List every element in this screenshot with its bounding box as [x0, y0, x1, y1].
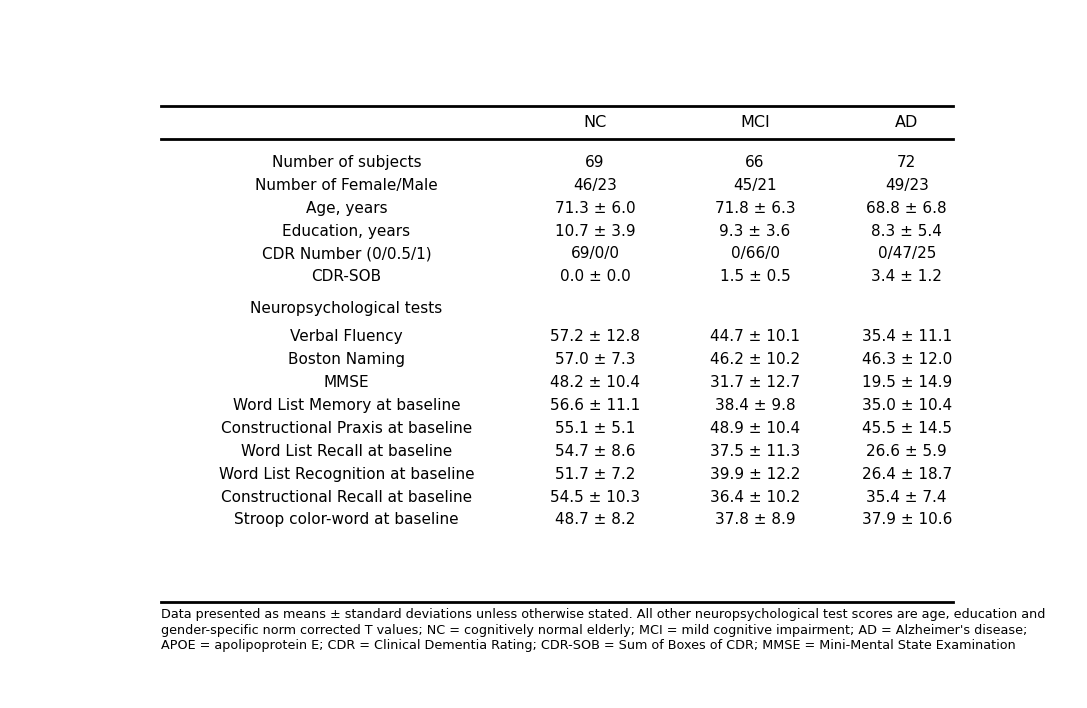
Text: 66: 66 [746, 155, 765, 170]
Text: 48.9 ± 10.4: 48.9 ± 10.4 [710, 421, 800, 436]
Text: 48.2 ± 10.4: 48.2 ± 10.4 [550, 375, 640, 390]
Text: 45/21: 45/21 [734, 178, 777, 193]
Text: 19.5 ± 14.9: 19.5 ± 14.9 [862, 375, 952, 390]
Text: 51.7 ± 7.2: 51.7 ± 7.2 [554, 467, 635, 481]
Text: 35.0 ± 10.4: 35.0 ± 10.4 [862, 398, 952, 413]
Text: Word List Recall at baseline: Word List Recall at baseline [241, 444, 452, 459]
Text: 69/0/0: 69/0/0 [571, 246, 620, 261]
Text: AD: AD [895, 115, 919, 130]
Text: 45.5 ± 14.5: 45.5 ± 14.5 [862, 421, 952, 436]
Text: CDR-SOB: CDR-SOB [311, 269, 382, 285]
Text: 48.7 ± 8.2: 48.7 ± 8.2 [554, 513, 635, 527]
Text: 68.8 ± 6.8: 68.8 ± 6.8 [866, 200, 947, 216]
Text: 8.3 ± 5.4: 8.3 ± 5.4 [872, 224, 942, 239]
Text: MMSE: MMSE [324, 375, 370, 390]
Text: 54.7 ± 8.6: 54.7 ± 8.6 [554, 444, 635, 459]
Text: CDR Number (0/0.5/1): CDR Number (0/0.5/1) [262, 246, 432, 261]
Text: 26.6 ± 5.9: 26.6 ± 5.9 [866, 444, 947, 459]
Text: 35.4 ± 7.4: 35.4 ± 7.4 [866, 490, 947, 505]
Text: 57.2 ± 12.8: 57.2 ± 12.8 [550, 329, 640, 344]
Text: 0.0 ± 0.0: 0.0 ± 0.0 [560, 269, 630, 285]
Text: Verbal Fluency: Verbal Fluency [290, 329, 403, 344]
Text: 69: 69 [585, 155, 604, 170]
Text: 26.4 ± 18.7: 26.4 ± 18.7 [862, 467, 952, 481]
Text: NC: NC [584, 115, 607, 130]
Text: 72: 72 [897, 155, 916, 170]
Text: MCI: MCI [740, 115, 770, 130]
Text: Number of Female/Male: Number of Female/Male [255, 178, 438, 193]
Text: Constructional Recall at baseline: Constructional Recall at baseline [221, 490, 472, 505]
Text: 36.4 ± 10.2: 36.4 ± 10.2 [710, 490, 800, 505]
Text: 0/47/25: 0/47/25 [877, 246, 936, 261]
Text: 1.5 ± 0.5: 1.5 ± 0.5 [720, 269, 790, 285]
Text: APOE = apolipoprotein E; CDR = Clinical Dementia Rating; CDR-SOB = Sum of Boxes : APOE = apolipoprotein E; CDR = Clinical … [161, 639, 1016, 652]
Text: 37.8 ± 8.9: 37.8 ± 8.9 [715, 513, 796, 527]
Text: 49/23: 49/23 [885, 178, 928, 193]
Text: 38.4 ± 9.8: 38.4 ± 9.8 [715, 398, 796, 413]
Text: Constructional Praxis at baseline: Constructional Praxis at baseline [221, 421, 472, 436]
Text: 35.4 ± 11.1: 35.4 ± 11.1 [862, 329, 952, 344]
Text: Education, years: Education, years [283, 224, 411, 239]
Text: 9.3 ± 3.6: 9.3 ± 3.6 [720, 224, 790, 239]
Text: gender-specific norm corrected T values; NC = cognitively normal elderly; MCI = : gender-specific norm corrected T values;… [161, 624, 1027, 636]
Text: Stroop color-word at baseline: Stroop color-word at baseline [234, 513, 459, 527]
Text: 57.0 ± 7.3: 57.0 ± 7.3 [554, 352, 635, 367]
Text: Boston Naming: Boston Naming [288, 352, 405, 367]
Text: 46.2 ± 10.2: 46.2 ± 10.2 [710, 352, 800, 367]
Text: 10.7 ± 3.9: 10.7 ± 3.9 [554, 224, 635, 239]
Text: 46/23: 46/23 [573, 178, 617, 193]
Text: 31.7 ± 12.7: 31.7 ± 12.7 [710, 375, 800, 390]
Text: 56.6 ± 11.1: 56.6 ± 11.1 [550, 398, 640, 413]
Text: 46.3 ± 12.0: 46.3 ± 12.0 [862, 352, 952, 367]
Text: 39.9 ± 12.2: 39.9 ± 12.2 [710, 467, 800, 481]
Text: 55.1 ± 5.1: 55.1 ± 5.1 [554, 421, 635, 436]
Text: Age, years: Age, years [305, 200, 387, 216]
Text: 0/66/0: 0/66/0 [730, 246, 779, 261]
Text: Word List Recognition at baseline: Word List Recognition at baseline [218, 467, 474, 481]
Text: Word List Memory at baseline: Word List Memory at baseline [233, 398, 460, 413]
Text: 71.8 ± 6.3: 71.8 ± 6.3 [715, 200, 796, 216]
Text: 37.9 ± 10.6: 37.9 ± 10.6 [862, 513, 952, 527]
Text: 44.7 ± 10.1: 44.7 ± 10.1 [710, 329, 800, 344]
Text: 3.4 ± 1.2: 3.4 ± 1.2 [872, 269, 942, 285]
Text: Neuropsychological tests: Neuropsychological tests [250, 301, 442, 316]
Text: Data presented as means ± standard deviations unless otherwise stated. All other: Data presented as means ± standard devia… [161, 608, 1046, 622]
Text: 71.3 ± 6.0: 71.3 ± 6.0 [554, 200, 635, 216]
Text: 54.5 ± 10.3: 54.5 ± 10.3 [550, 490, 640, 505]
Text: 37.5 ± 11.3: 37.5 ± 11.3 [710, 444, 800, 459]
Text: Number of subjects: Number of subjects [272, 155, 422, 170]
